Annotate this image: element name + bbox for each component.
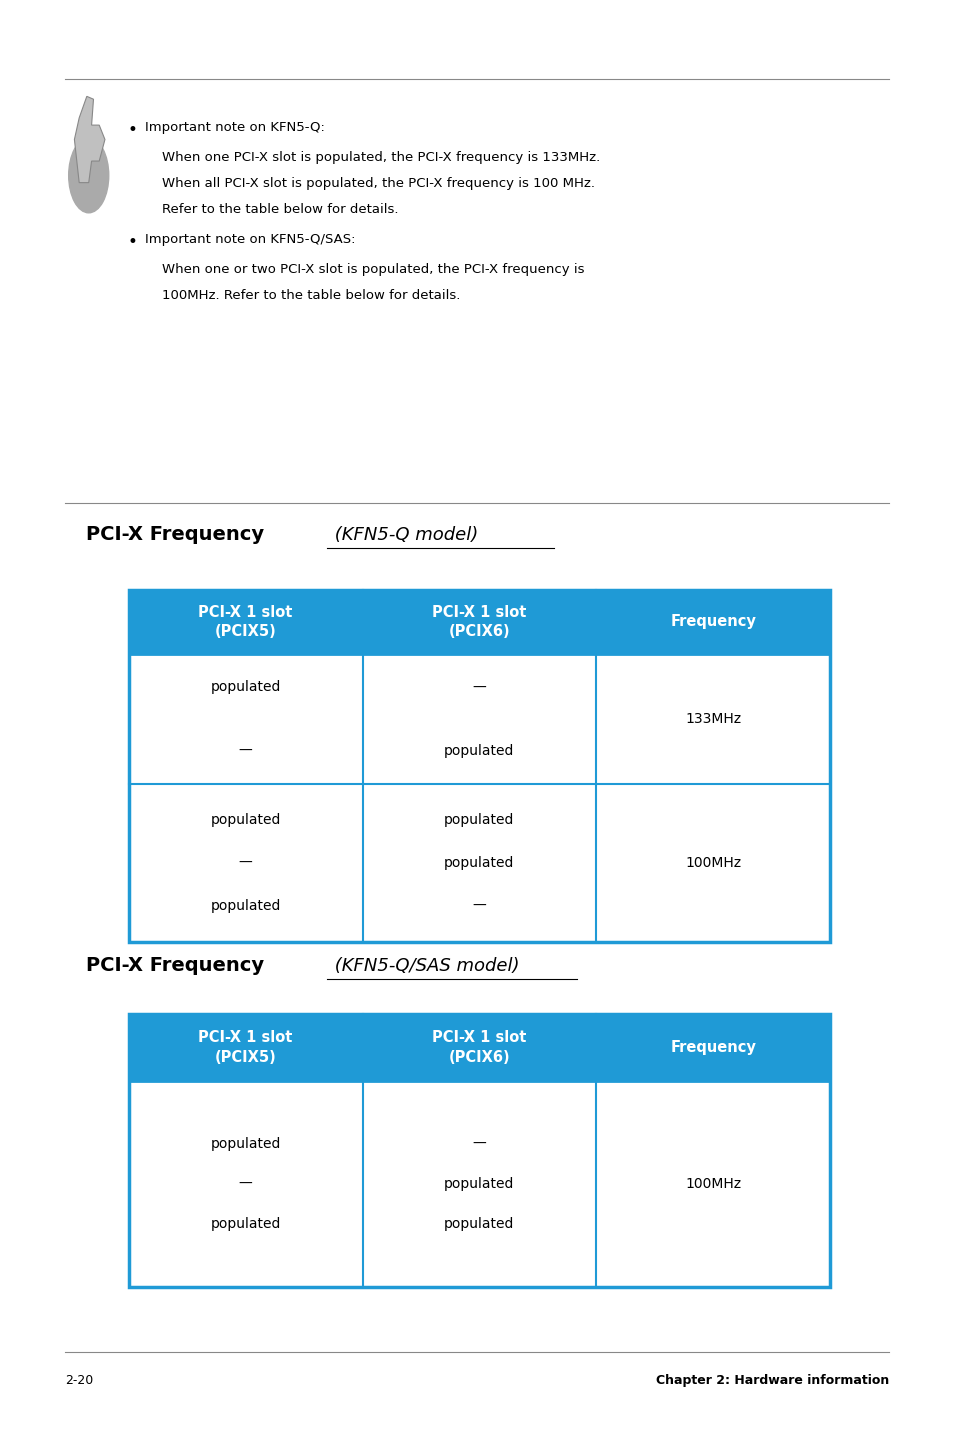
Text: When all PCI-X slot is populated, the PCI-X frequency is 100 MHz.: When all PCI-X slot is populated, the PC… [162,177,595,190]
Text: —: — [472,1137,486,1150]
Bar [129,1014,829,1287]
Text: 133MHz: 133MHz [684,712,740,726]
Text: PCI-X 1 slot
(PCIX6): PCI-X 1 slot (PCIX6) [432,604,526,640]
Text: populated: populated [211,812,280,827]
Bar [129,590,829,654]
Text: (KFN5-Q/SAS model): (KFN5-Q/SAS model) [329,956,519,975]
Text: When one or two PCI-X slot is populated, the PCI-X frequency is: When one or two PCI-X slot is populated,… [162,263,584,276]
Bar [129,1081,829,1287]
Text: Frequency: Frequency [669,614,756,630]
Text: populated: populated [444,1218,514,1231]
Text: •: • [128,121,137,139]
Text: PCI-X Frequency: PCI-X Frequency [86,956,264,975]
Text: populated: populated [444,812,514,827]
Text: Frequency: Frequency [669,1040,756,1055]
Text: populated: populated [211,1218,280,1231]
Text: —: — [238,743,253,758]
Text: 100MHz. Refer to the table below for details.: 100MHz. Refer to the table below for det… [162,289,460,302]
Text: Chapter 2: Hardware information: Chapter 2: Hardware information [656,1373,888,1388]
Text: 2-20: 2-20 [65,1373,93,1388]
Text: populated: populated [444,856,514,870]
Text: PCI-X 1 slot
(PCIX5): PCI-X 1 slot (PCIX5) [198,604,293,640]
Bar [129,1014,829,1081]
Bar [129,784,829,942]
Text: PCI-X 1 slot
(PCIX5): PCI-X 1 slot (PCIX5) [198,1030,293,1066]
Bar [129,654,829,784]
Text: —: — [472,899,486,913]
PathPatch shape [74,96,105,183]
Text: —: — [238,856,253,870]
Text: Refer to the table below for details.: Refer to the table below for details. [162,203,398,216]
Text: PCI-X 1 slot
(PCIX6): PCI-X 1 slot (PCIX6) [432,1030,526,1066]
Text: populated: populated [211,680,280,695]
Text: (KFN5-Q model): (KFN5-Q model) [329,525,477,544]
Text: •: • [128,233,137,252]
Ellipse shape [69,138,109,213]
Text: 100MHz: 100MHz [684,1178,740,1191]
Text: —: — [238,1178,253,1191]
Text: populated: populated [211,899,280,913]
Bar [129,590,829,942]
Text: populated: populated [211,1137,280,1150]
Text: 100MHz: 100MHz [684,856,740,870]
Text: —: — [472,680,486,695]
Text: When one PCI-X slot is populated, the PCI-X frequency is 133MHz.: When one PCI-X slot is populated, the PC… [162,151,599,164]
Text: Important note on KFN5-Q:: Important note on KFN5-Q: [145,121,325,134]
Text: Important note on KFN5-Q/SAS:: Important note on KFN5-Q/SAS: [145,233,355,246]
Text: PCI-X Frequency: PCI-X Frequency [86,525,264,544]
Text: populated: populated [444,743,514,758]
Text: populated: populated [444,1178,514,1191]
